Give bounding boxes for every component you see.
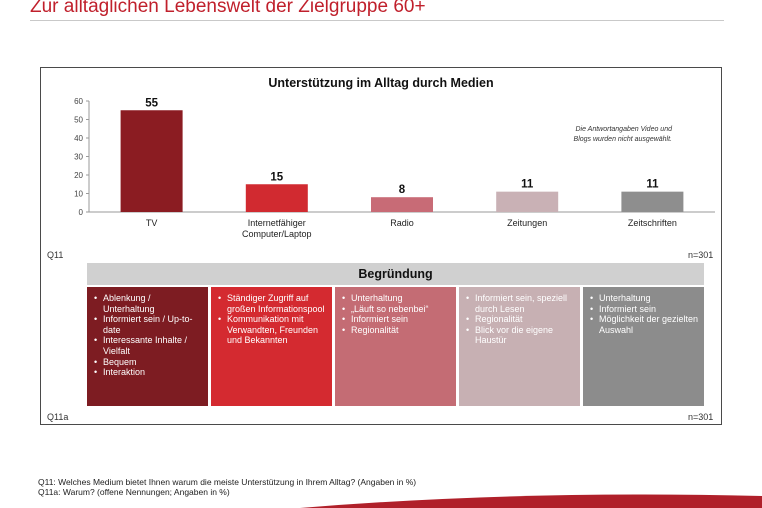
x-tick-labels: TV Internetfähiger Computer/Laptop Radio Zei… [146,218,677,239]
x-tick-label: Radio [390,218,414,228]
reason-box: Ständiger Zugriff auf großen Information… [211,287,332,406]
bar-value-label: 55 [145,97,158,109]
reason-item: Unterhaltung [341,293,451,304]
x-tick-label: TV [146,218,158,228]
reason-item: Ablenkung / Unterhaltung [93,293,203,314]
value-labels: 55 15 8 11 11 [145,97,659,196]
page-title: Zur alltäglichen Lebenswelt der Zielgrup… [30,0,426,17]
reason-box: Unterhaltung„Läuft so nebenbei“Informier… [335,287,456,406]
bar-chart: Unterstützung im Alltag durch Medien 0 10… [74,76,715,239]
reason-item: Interessante Inhalte / Vielfalt [93,335,203,356]
reason-item: Bequem [93,357,203,368]
reason-item: Interaktion [93,367,203,378]
bar-value-label: 15 [270,171,283,183]
y-tick-label: 40 [74,134,83,143]
footnote-q11: Q11: Welches Medium bietet Ihnen warum d… [38,477,417,487]
reason-box: Ablenkung / UnterhaltungInformiert sein … [87,287,208,406]
q11a-sample-size: n=301 [688,412,714,422]
q11a-label: Q11a [47,412,69,422]
footnote-q11a: Q11a: Warum? (offene Nennungen; Angaben … [38,487,230,497]
x-tick-label: Internetfähiger Computer/Laptop [242,218,312,239]
decorative-swoosh [300,494,762,508]
reason-item: Blick vor die eigene Haustür [465,325,575,346]
q11-sample-size: n=301 [688,250,714,260]
bar [120,110,183,212]
reason-box: Informiert sein, speziell durch LesenReg… [459,287,580,406]
reason-item: Informiert sein [341,314,451,325]
bar-value-label: 8 [399,184,406,196]
reason-box: UnterhaltungInformiert seinMöglichkeit d… [583,287,704,406]
reason-item: „Läuft so nebenbei“ [341,304,451,315]
reason-item: Informiert sein / Up-to-date [93,314,203,335]
reason-item: Regionalität [465,314,575,325]
begruendung-header: Begründung [87,263,704,285]
reason-item: Informiert sein [589,304,699,315]
bar [496,191,559,212]
chart-frame [40,67,722,425]
bar-value-label: 11 [646,179,659,191]
q11-label: Q11 [47,250,64,260]
chart-note-line: Die Antwortangaben Video und [575,126,673,133]
x-tick-label: Zeitungen [507,218,547,228]
y-tick-label: 60 [74,97,83,106]
chart-note: Die Antwortangaben Video und Blogs wurden… [574,126,674,143]
bar [371,197,433,212]
reason-item: Regionalität [341,325,451,336]
bar [621,191,684,212]
y-tick-label: 0 [79,208,84,217]
chart-note-line: Blogs wurden nicht ausgewählt. [574,136,673,143]
bar-value-label: 11 [521,179,534,191]
chart-title: Unterstützung im Alltag durch Medien [268,76,493,90]
title-divider [30,20,724,21]
bars [120,110,684,212]
bar [245,184,308,212]
y-tick-label: 50 [74,116,83,125]
reason-item: Ständiger Zugriff auf großen Information… [217,293,327,314]
y-tick-label: 10 [74,190,83,199]
reason-item: Unterhaltung [589,293,699,304]
y-tick-label: 30 [74,153,83,162]
y-tick-label: 20 [74,171,83,180]
x-tick-label: Zeitschriften [628,218,677,228]
reason-item: Kommunikation mit Verwandten, Freunden u… [217,314,327,346]
reason-item: Möglichkeit der gezielten Auswahl [589,314,699,335]
reason-item: Informiert sein, speziell durch Lesen [465,293,575,314]
